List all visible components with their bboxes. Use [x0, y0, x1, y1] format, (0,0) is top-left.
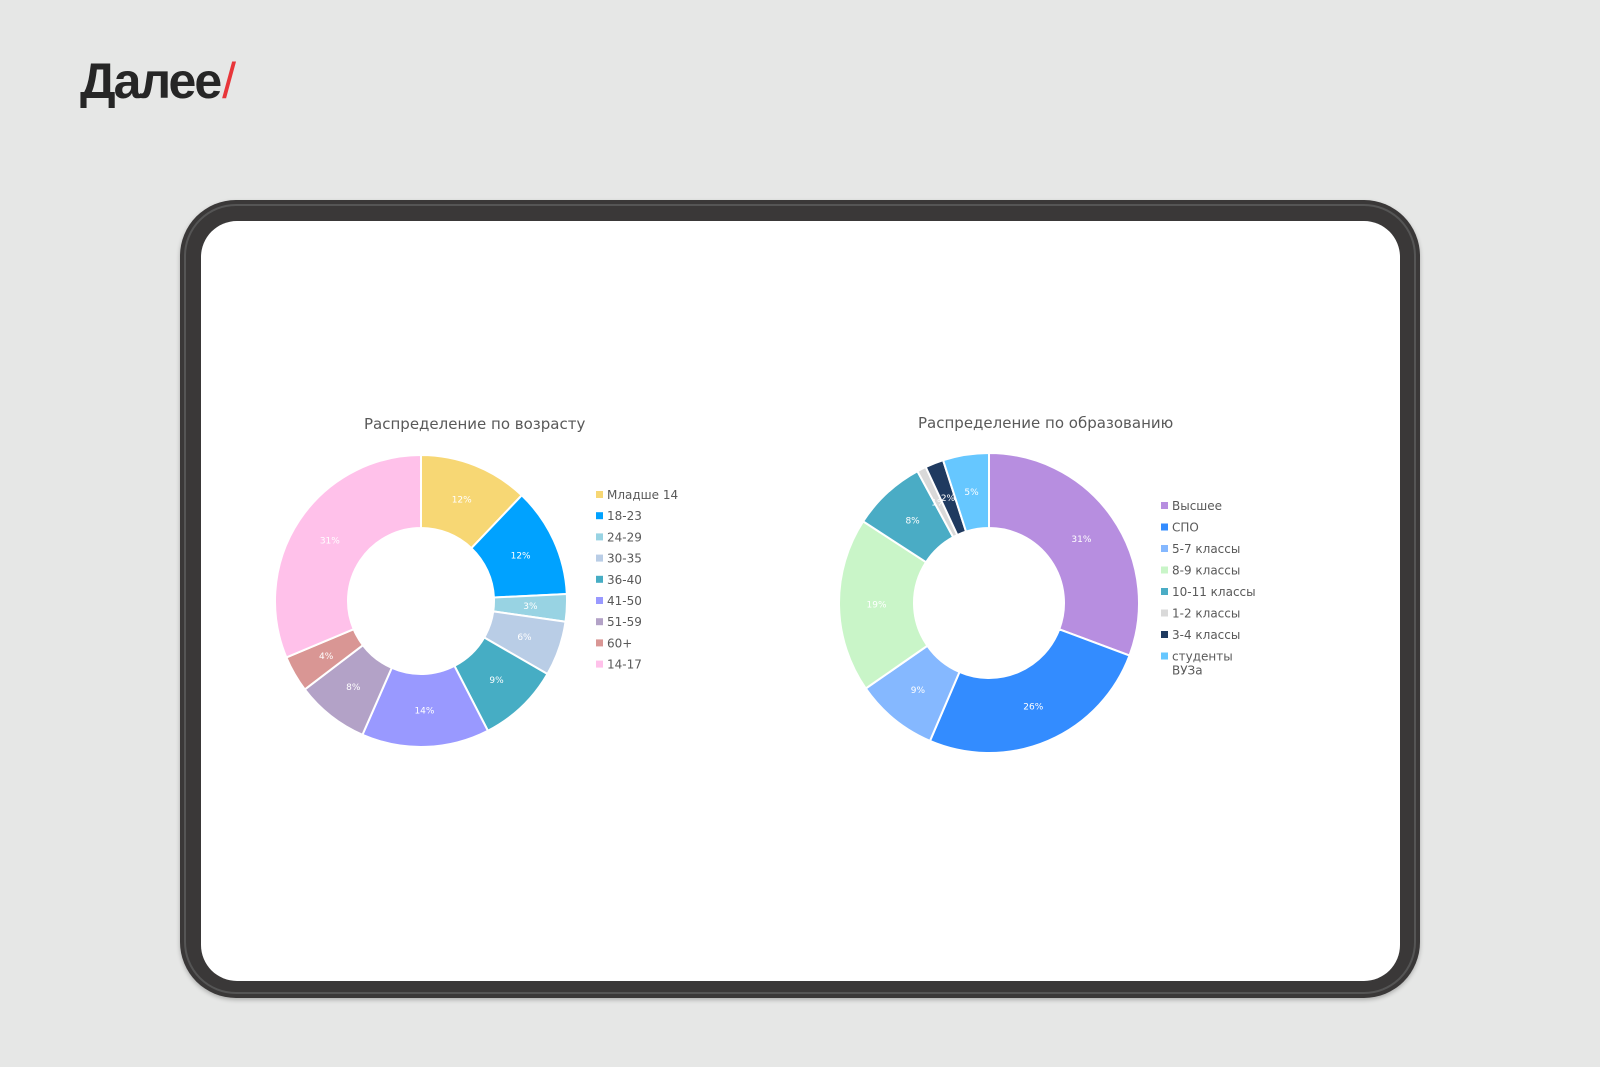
education-data-label-5: 1%	[931, 499, 946, 509]
education-legend-label-2: 5-7 классы	[1172, 542, 1240, 556]
education-slice-3	[838, 519, 929, 690]
age-data-label-1: 12%	[511, 552, 531, 562]
charts-canvas: 12% 12% 3% 6% 9% 14% 8% 4% 31% Младше 14 18-23 24-2…	[274, 451, 1256, 754]
education-legend-label-0: Высшее	[1172, 499, 1222, 513]
brand-logo: Далее/	[80, 53, 236, 109]
age-data-label-6: 8%	[346, 683, 361, 693]
education-legend-label-7: студенты ВУЗа	[1172, 650, 1233, 678]
education-legend-swatch-1	[1161, 523, 1168, 531]
age-data-label-8: 31%	[320, 536, 340, 546]
chart-title-age: Распределение по возрасту	[364, 415, 586, 433]
age-legend-swatch-3	[596, 554, 603, 562]
education-legend-label-5: 1-2 классы	[1172, 607, 1240, 621]
age-legend-label-4: 36-40	[607, 573, 642, 587]
age-data-label-4: 9%	[489, 676, 504, 686]
education-legend-swatch-3	[1161, 566, 1168, 574]
age-legend-swatch-0	[596, 491, 603, 498]
education-legend-swatch-5	[1161, 609, 1168, 617]
brand-slash: /	[222, 53, 236, 109]
education-legend-swatch-7	[1161, 652, 1168, 660]
age-data-label-7: 4%	[319, 652, 334, 662]
education-legend-swatch-6	[1161, 631, 1168, 638]
education-data-label-4: 8%	[905, 516, 920, 526]
age-legend-swatch-2	[596, 533, 603, 541]
education-data-label-7: 5%	[964, 488, 979, 498]
education-legend-swatch-2	[1161, 545, 1168, 552]
age-legend-label-1: 18-23	[607, 509, 642, 523]
age-legend-swatch-7	[596, 639, 603, 647]
age-legend-swatch-1	[596, 512, 603, 520]
education-slice-0	[988, 451, 1140, 657]
education-data-label-2: 9%	[911, 686, 926, 696]
education-data-label-0: 31%	[1071, 535, 1091, 545]
age-legend-label-7: 60+	[607, 636, 632, 650]
age-legend-swatch-4	[596, 575, 603, 583]
education-data-label-1: 26%	[1023, 702, 1043, 712]
education-slice-1	[928, 627, 1131, 754]
education-data-label-6: 2%	[941, 494, 956, 504]
age-legend-label-2: 24-29	[607, 530, 642, 544]
chart-title-education: Распределение по образованию	[918, 414, 1174, 432]
brand-name: Далее	[80, 53, 222, 109]
device-screen: Распределение по возрасту Распределение …	[201, 221, 1400, 981]
education-legend-label-4: 10-11 классы	[1172, 585, 1256, 599]
age-legend-swatch-5	[596, 597, 603, 604]
age-data-label-2: 3%	[523, 602, 538, 612]
education-legend-label-3: 8-9 классы	[1172, 564, 1240, 578]
education-data-label-3: 19%	[867, 601, 887, 611]
age-legend-swatch-8	[596, 660, 603, 668]
age-legend-label-3: 30-35	[607, 552, 642, 566]
education-legend-swatch-4	[1161, 588, 1168, 595]
age-data-label-0: 12%	[452, 495, 472, 505]
age-legend-label-8: 14-17	[607, 658, 642, 672]
age-legend-label-5: 41-50	[607, 594, 642, 608]
education-slice-7	[941, 451, 990, 533]
education-legend-swatch-0	[1161, 502, 1168, 509]
education-legend-label-1: СПО	[1172, 521, 1199, 535]
age-slice-8	[274, 453, 422, 659]
age-legend-swatch-6	[596, 618, 603, 626]
age-data-label-3: 6%	[517, 633, 532, 643]
education-legend-label-6: 3-4 классы	[1172, 628, 1240, 642]
age-legend-label-0: Младше 14	[607, 488, 678, 502]
age-data-label-5: 14%	[414, 706, 434, 716]
age-legend-label-6: 51-59	[607, 615, 642, 629]
